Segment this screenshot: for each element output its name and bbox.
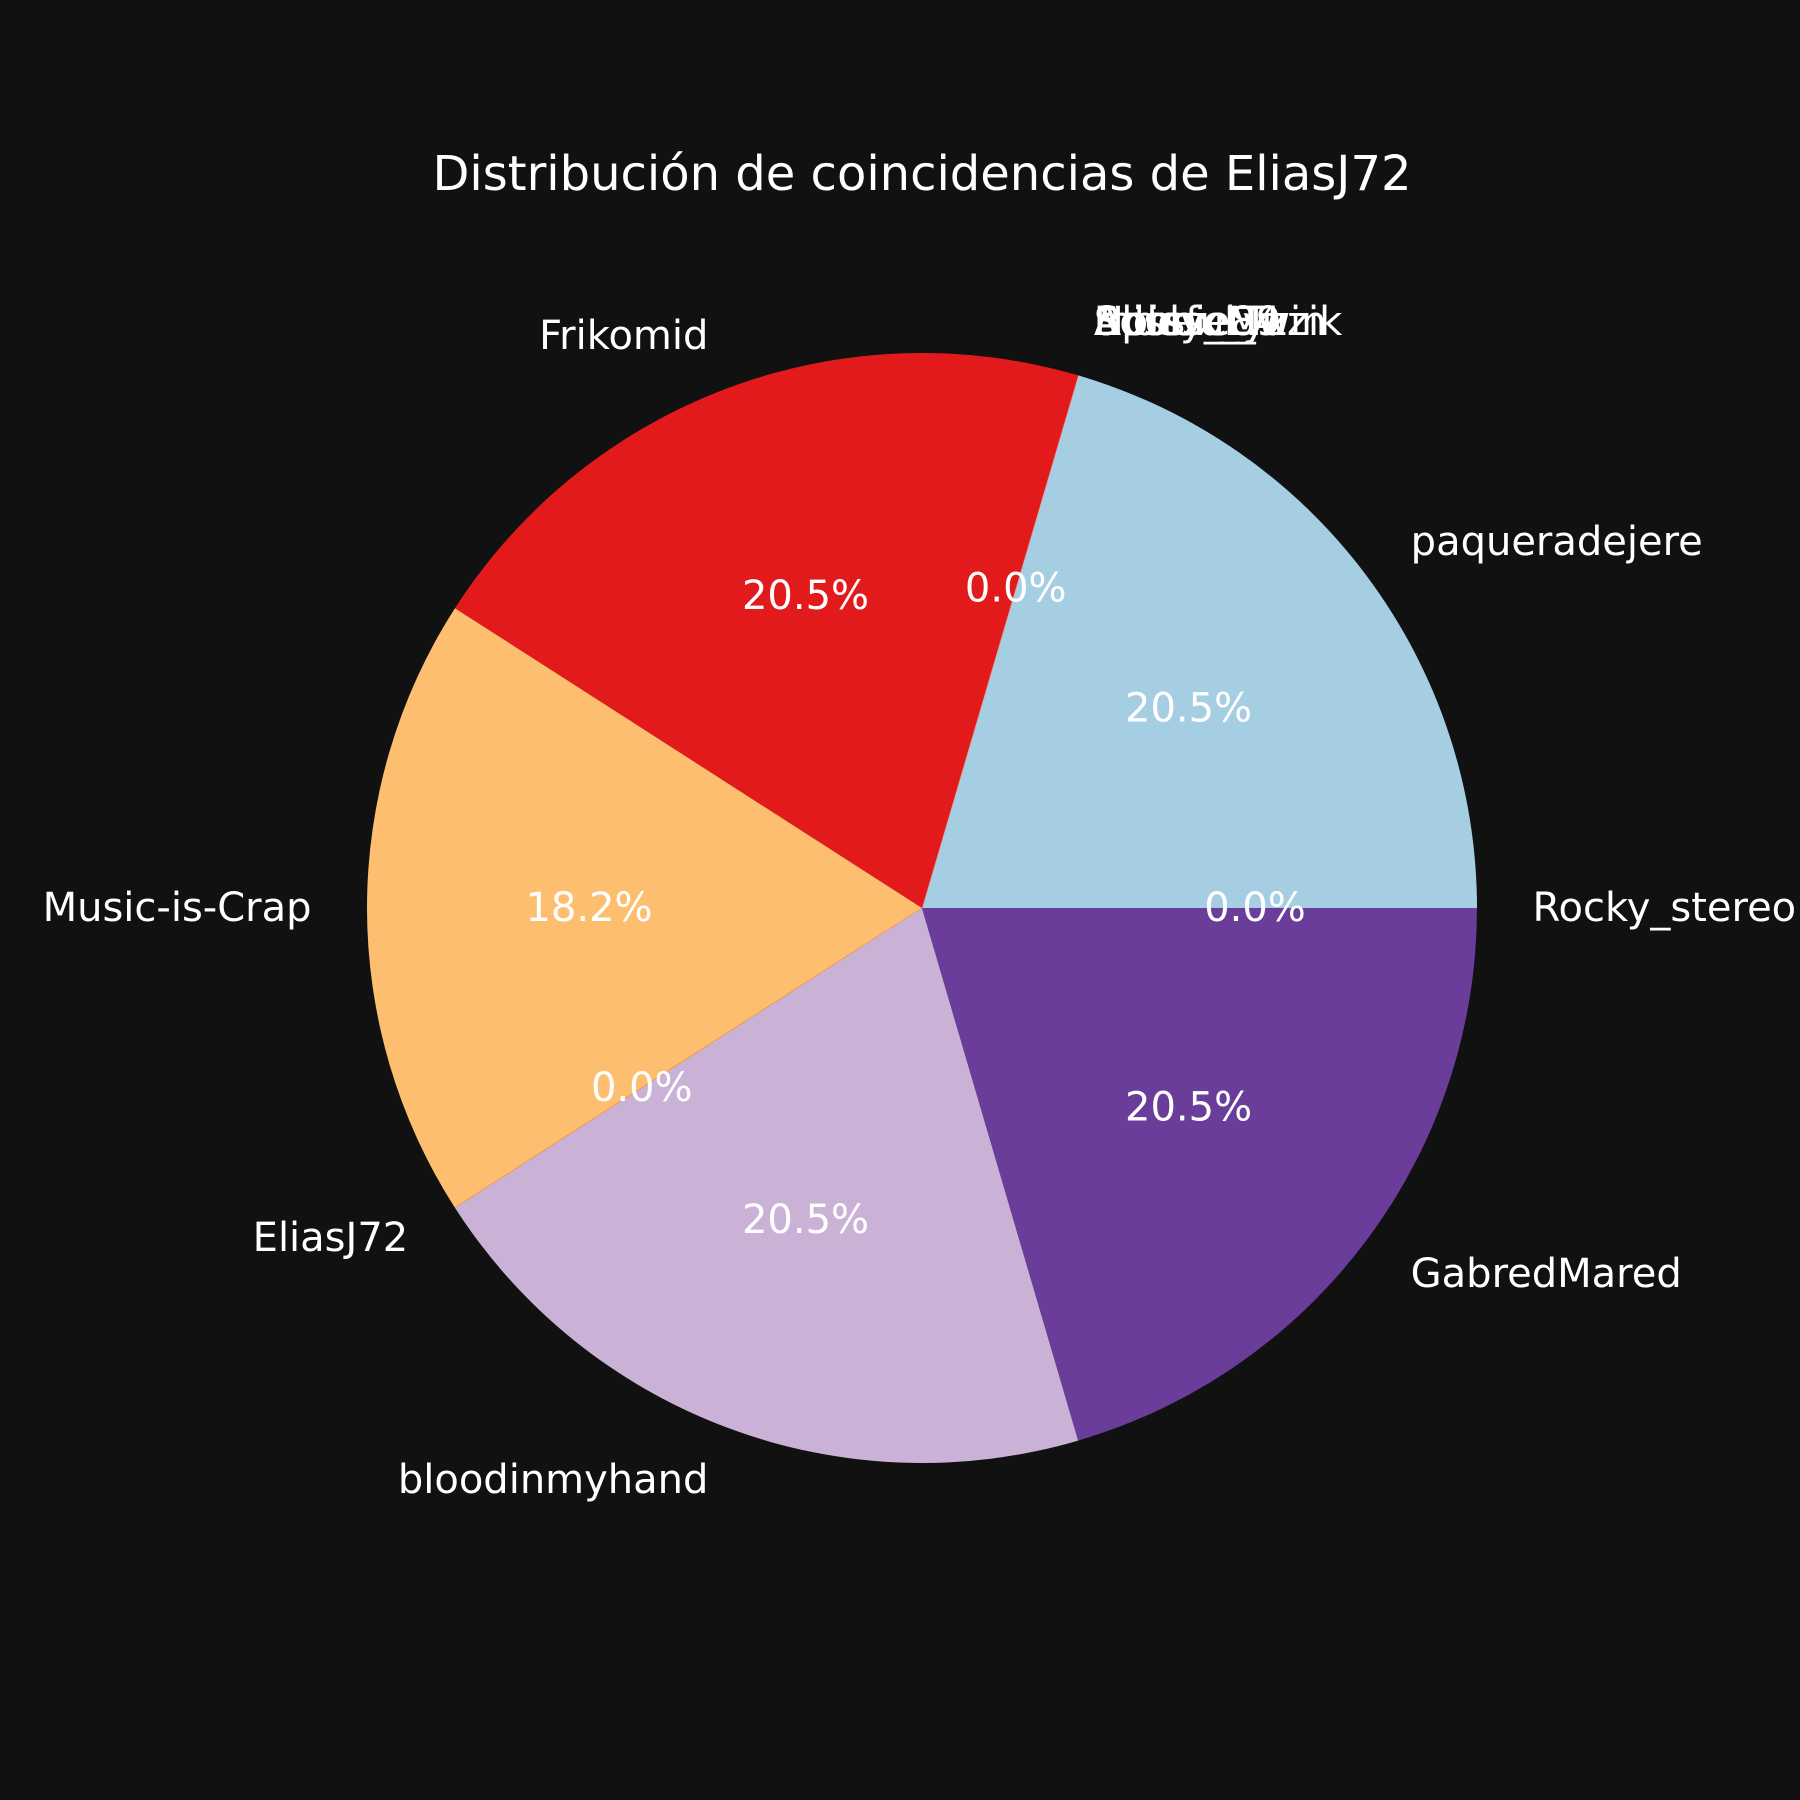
pie-slice-gabredmared [922,908,1477,1441]
chart-title: Distribución de coincidencias de EliasJ7… [432,146,1411,202]
slice-label-sdobie84: Sdobie84 [1094,299,1281,345]
slice-label-rocky-stereo: Rocky_stereo [1533,885,1797,931]
pct-label-bloodinmyhand: 20.5% [742,1197,869,1243]
pie-slices [367,352,1477,1464]
slice-label-moosemuzik: mooseMuzik [1094,299,1343,345]
pct-label-rocky-stereo: 0.0% [1204,885,1306,931]
pie-slice-music-is-crap [367,608,923,1208]
slice-label-paqueradejere: paqueradejere [1411,519,1703,565]
slice-label-gabredmared: GabredMared [1411,1251,1682,1297]
pct-label-noisy-lyz: 0.0% [965,565,1067,611]
pie-slice-paqueradejere [922,375,1477,908]
pie-percent-labels: 0.0% 20.5% 0.0% 20.5% 18.2% 0.0% 20.5% 20.5% [525,565,1305,1242]
pct-label-frikomid: 20.5% [742,573,869,619]
slice-label-aphex-twin: Aphex_Twin [1094,299,1327,345]
pie-slice-frikomid [454,352,1079,908]
slice-label-bloodinmyhand: bloodinmyhand [398,1457,709,1503]
pie-slice-bloodinmyhand [454,908,1079,1464]
slice-label-blissful-9: Blissful_9 [1094,299,1281,345]
pct-label-eliasj72: 0.0% [591,1065,693,1111]
pie-category-labels: Rocky_stereo paqueradejere Sdobie84Aphex_T… [43,299,1797,1503]
pct-label-gabredmared: 20.5% [1125,1085,1252,1131]
slice-label-frikomid: Frikomid [539,313,708,359]
slice-label-eliasj72: EliasJ72 [253,1215,409,1261]
slice-label-noisy-lyz: Noisy_Lyz [1094,299,1287,345]
pct-label-music-is-crap: 18.2% [525,885,652,931]
slice-label-music-is-crap: Music-is-Crap [43,885,312,931]
pct-label-paqueradejere: 20.5% [1125,685,1252,731]
